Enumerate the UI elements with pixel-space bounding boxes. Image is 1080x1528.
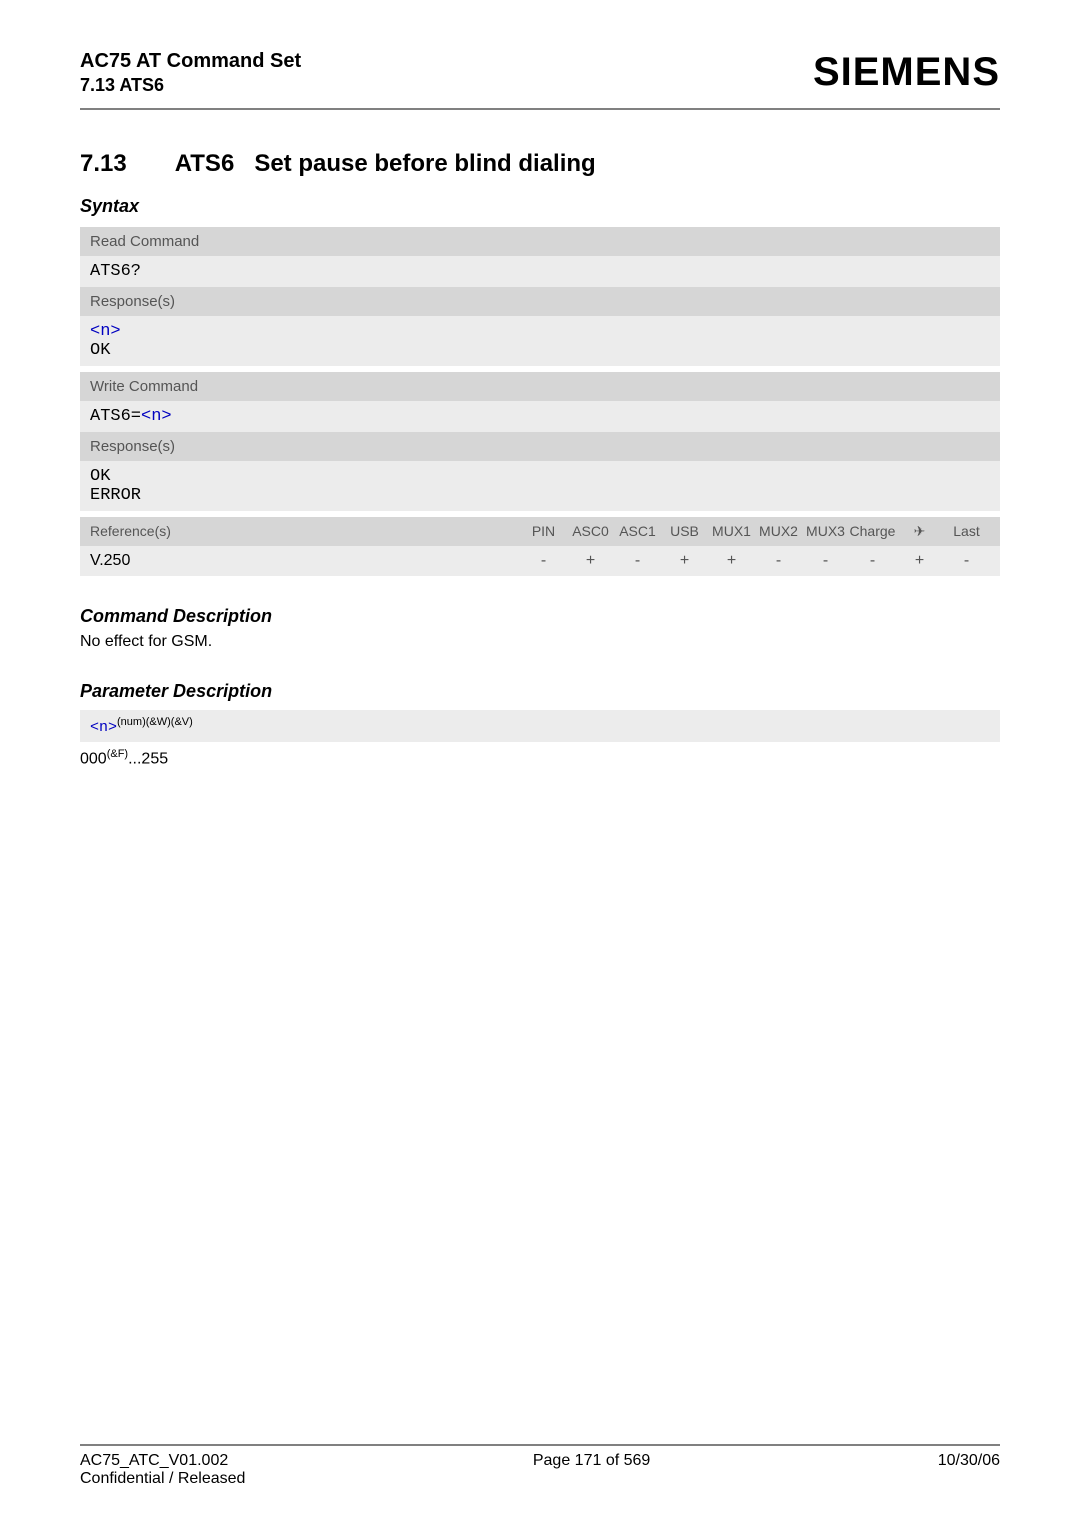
footer-page: Page 171 of 569 <box>533 1452 650 1488</box>
footer-confidential: Confidential / Released <box>80 1470 245 1488</box>
ref-col: MUX2 <box>755 523 802 540</box>
write-command-block: Write Command ATS6=<n> Response(s) OK ER… <box>80 372 1000 511</box>
reference-block: Reference(s) PIN ASC0 ASC1 USB MUX1 MUX2… <box>80 517 1000 576</box>
command-description-text: No effect for GSM. <box>80 633 1000 651</box>
ref-col: MUX1 <box>708 523 755 540</box>
syntax-label: Syntax <box>80 196 1000 217</box>
doc-subtitle: 7.13 ATS6 <box>80 75 301 96</box>
parameter-description-heading: Parameter Description <box>80 681 1000 702</box>
param-n: <n> <box>90 719 117 736</box>
ref-val: - <box>755 552 802 570</box>
read-command-value: ATS6? <box>80 256 1000 287</box>
section-title-text: ATS6 Set pause before blind dialing <box>175 150 596 178</box>
ref-val: - <box>849 552 896 570</box>
write-resp-err: ERROR <box>90 486 141 505</box>
ref-col: ASC0 <box>567 523 614 540</box>
ref-col: ✈ <box>896 523 943 540</box>
header-left: AC75 AT Command Set 7.13 ATS6 <box>80 50 301 96</box>
ref-col: ASC1 <box>614 523 661 540</box>
read-resp-ok: OK <box>90 341 110 360</box>
reference-value-row: V.250 - + - + + - - - + - <box>80 546 1000 576</box>
ref-val: + <box>896 552 943 570</box>
ref-col: MUX3 <box>802 523 849 540</box>
section-number: 7.13 <box>80 150 127 178</box>
reference-label: Reference(s) <box>90 523 520 540</box>
param-sup: (num)(&W)(&V) <box>117 716 193 728</box>
ref-val: - <box>943 552 990 570</box>
range-sup: (&F) <box>107 748 128 760</box>
ref-col: USB <box>661 523 708 540</box>
header-divider <box>80 108 1000 110</box>
read-command-label: Read Command <box>80 227 1000 256</box>
reference-values: - + - + + - - - + - <box>520 552 990 570</box>
page-header: AC75 AT Command Set 7.13 ATS6 SIEMENS <box>80 50 1000 96</box>
read-responses-label: Response(s) <box>80 287 1000 316</box>
write-command-label: Write Command <box>80 372 1000 401</box>
write-resp-ok: OK <box>90 467 110 486</box>
ref-val: - <box>802 552 849 570</box>
range-suffix: ...255 <box>128 750 168 767</box>
footer-divider <box>80 1444 1000 1446</box>
write-cmd-prefix: ATS6= <box>90 407 141 426</box>
doc-title: AC75 AT Command Set <box>80 50 301 73</box>
ref-col: Charge <box>849 523 896 540</box>
reference-name: V.250 <box>90 552 520 570</box>
write-responses-value: OK ERROR <box>80 461 1000 511</box>
read-command-block: Read Command ATS6? Response(s) <n> OK <box>80 227 1000 366</box>
range-prefix: 000 <box>80 750 107 767</box>
ref-val: - <box>520 552 567 570</box>
parameter-box: <n>(num)(&W)(&V) <box>80 710 1000 742</box>
page-footer: AC75_ATC_V01.002 Confidential / Released… <box>80 1436 1000 1488</box>
param-range: 000(&F)...255 <box>80 748 1000 768</box>
section-cmd: ATS6 <box>175 150 235 177</box>
read-command-text: ATS6? <box>90 262 141 281</box>
ref-val: + <box>661 552 708 570</box>
ref-val: + <box>567 552 614 570</box>
footer-version: AC75_ATC_V01.002 <box>80 1452 245 1470</box>
section-heading: 7.13 ATS6 Set pause before blind dialing <box>80 150 1000 178</box>
footer-date: 10/30/06 <box>938 1452 1000 1488</box>
footer-left: AC75_ATC_V01.002 Confidential / Released <box>80 1452 245 1488</box>
ref-col: Last <box>943 523 990 540</box>
ref-val: + <box>708 552 755 570</box>
section-rest: Set pause before blind dialing <box>254 150 595 177</box>
siemens-logo: SIEMENS <box>813 50 1000 95</box>
command-description-heading: Command Description <box>80 606 1000 627</box>
reference-columns: PIN ASC0 ASC1 USB MUX1 MUX2 MUX3 Charge … <box>520 523 990 540</box>
read-responses-value: <n> OK <box>80 316 1000 366</box>
write-command-value: ATS6=<n> <box>80 401 1000 432</box>
read-resp-n: <n> <box>90 322 121 341</box>
ref-col: PIN <box>520 523 567 540</box>
ref-val: - <box>614 552 661 570</box>
write-responses-label: Response(s) <box>80 432 1000 461</box>
reference-header-row: Reference(s) PIN ASC0 ASC1 USB MUX1 MUX2… <box>80 517 1000 546</box>
write-cmd-n: <n> <box>141 407 172 426</box>
